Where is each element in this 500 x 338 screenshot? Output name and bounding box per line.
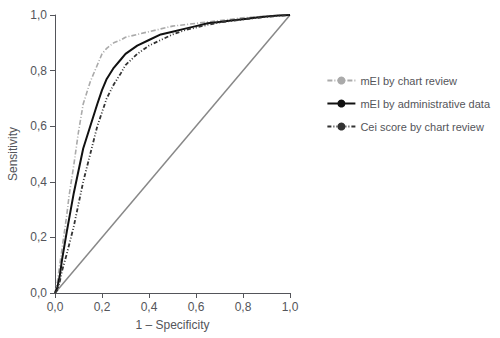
svg-text:0,2: 0,2 — [94, 300, 111, 314]
svg-text:0,6: 0,6 — [30, 119, 47, 133]
svg-text:0,8: 0,8 — [235, 300, 252, 314]
svg-text:Sensitivity: Sensitivity — [6, 127, 20, 181]
svg-text:1,0: 1,0 — [30, 8, 47, 22]
svg-text:0,4: 0,4 — [30, 175, 47, 189]
svg-text:0,2: 0,2 — [30, 230, 47, 244]
svg-text:0,0: 0,0 — [30, 286, 47, 300]
svg-text:0,8: 0,8 — [30, 64, 47, 78]
svg-text:0,4: 0,4 — [141, 300, 158, 314]
svg-text:0,6: 0,6 — [188, 300, 205, 314]
svg-text:mEI by administrative data: mEI by administrative data — [360, 98, 490, 110]
svg-text:1 – Specificity: 1 – Specificity — [135, 318, 209, 332]
svg-text:1,0: 1,0 — [282, 300, 299, 314]
svg-text:0,0: 0,0 — [47, 300, 64, 314]
svg-text:Cei score by chart review: Cei score by chart review — [360, 121, 484, 133]
svg-text:mEI by chart review: mEI by chart review — [360, 75, 457, 87]
